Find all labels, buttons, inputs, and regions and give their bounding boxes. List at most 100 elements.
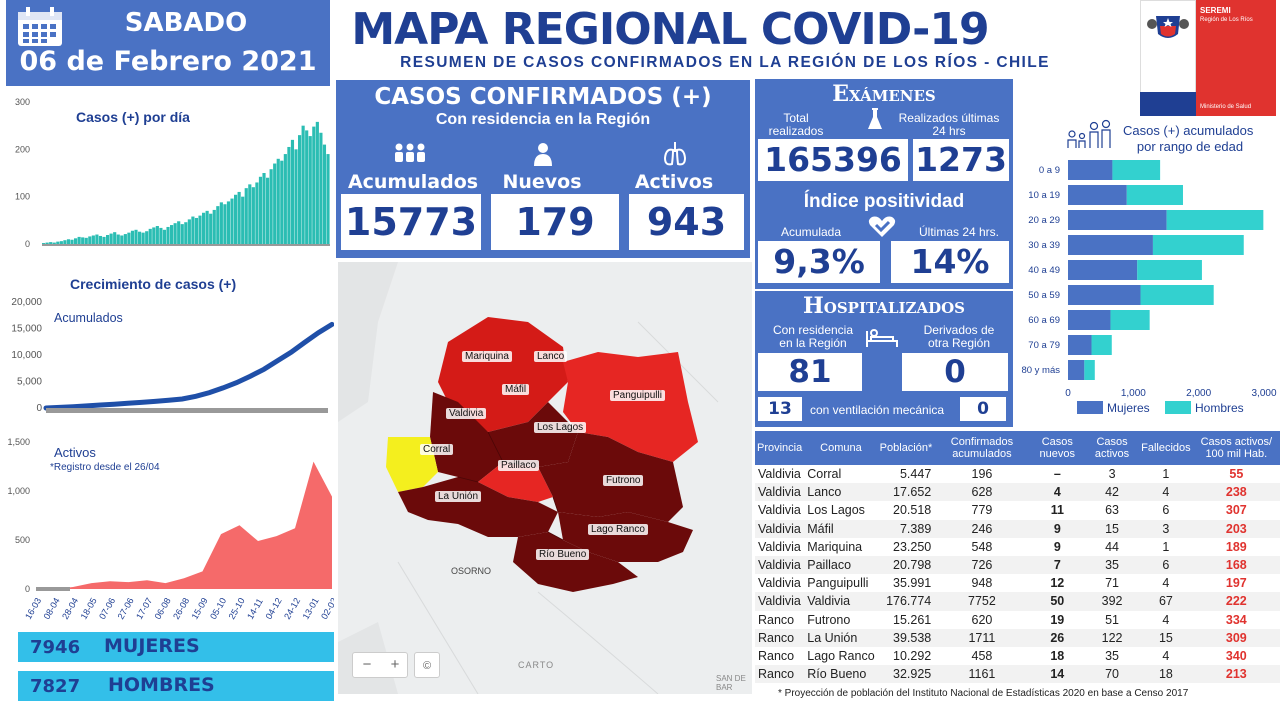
hospital-bed-icon [866,329,898,347]
exams-last-value: 1273 [913,139,1009,181]
active-cases-chart: Activos *Registro desde el 26/04 1,500 1,… [7,437,334,621]
table-cell: 246 [934,519,1030,538]
daily-bar [244,188,248,244]
table-cell: 71 [1105,576,1119,591]
women-bar: 7946 MUJERES [18,632,334,662]
active-xtick: 26-08 [171,596,191,621]
table-cell: 122 [1084,628,1140,647]
age-chart: Casos (+) acumulados por rango de edad 0… [1021,119,1277,415]
daily-bar [81,237,85,244]
table-cell: 222 [1192,592,1280,611]
daily-bar [166,226,170,244]
seremi-logo: SEREMI Región de Los Ríos Ministerio de … [1140,0,1276,116]
vent-value: 13 [758,397,802,421]
age-label: 50 a 59 [1028,290,1060,301]
table-cell: 10.292 [893,648,932,663]
map-label-paillaco: Paillaco [498,460,540,471]
table-cell: 23.250 [893,539,932,554]
table-cell: Lago Ranco [807,648,875,663]
active-baseline [36,587,70,591]
daily-bar [170,225,174,244]
daily-bar [312,126,316,244]
confirmed-title: CASOS CONFIRMADOS (+) [374,84,712,110]
table-cell: Ranco [758,648,795,663]
map-label-los-lagos: Los Lagos [534,422,587,433]
active-xtick: 27-06 [116,596,136,621]
table-header-cell: Población* [877,431,935,465]
table-cell: 168 [1192,555,1280,575]
daily-bar [322,144,327,244]
positivity-acum-label: Acumulada [780,225,842,239]
daily-bar [134,229,138,244]
active-xtick: 05-10 [208,596,228,621]
table-cell: 238 [1192,483,1280,502]
table-cell: Valdivia [755,519,805,538]
daily-bar [109,233,113,244]
table-cell: 203 [1192,519,1280,538]
table-cell: Valdivia [758,576,801,591]
table-cell: 6 [1139,555,1193,575]
table-row: Valdivia Lanco 17.652 628 4 42 4 238 [755,483,1280,502]
table-cell: 18 [1050,648,1065,663]
exams-title: Exámenes [832,81,936,107]
table-cell: Ranco [758,612,795,627]
growth-ytick: 5,000 [17,377,42,388]
daily-bar [130,230,135,244]
table-cell: – [1053,467,1061,482]
growth-line [43,321,334,411]
table-cell: 17.652 [877,483,935,502]
table-row: Ranco Río Bueno 32.925 1161 14 70 18 213 [755,665,1280,684]
daily-bar [248,184,252,244]
daily-ytick: 100 [15,192,30,202]
positivity-acum-value: 9,3% [758,241,880,283]
date-box: SABADO 06 de Febrero 2021 [6,0,330,86]
map-label-la-union: La Unión [435,491,482,502]
age-label: 30 a 39 [1028,240,1060,251]
age-bar-hombres [1152,235,1244,255]
table-cell: 63 [1105,503,1119,518]
age-bar-hombres [1110,310,1150,330]
daily-bar [152,227,156,244]
logo-region: Región de Los Ríos [1200,17,1253,23]
daily-bar [276,158,280,244]
growth-chart-title: Crecimiento de casos (+) [70,276,236,292]
table-header-cell: Casos nuevos [1029,431,1085,465]
daily-bar [84,237,88,244]
daily-bar [187,219,191,244]
region-map[interactable]: Mariquina Lanco Máfil Panguipulli Valdiv… [338,262,752,694]
region-map-svg [338,262,752,694]
table-row: Valdivia Los Lagos 20.518 779 11 63 6 307 [755,501,1280,519]
table-row: Valdivia Máfil 7.389 246 9 15 3 203 [755,519,1280,538]
zoom-out-button[interactable]: − [362,656,372,673]
daily-ytick: 200 [15,144,30,154]
daily-bar [155,226,159,244]
table-cell: Los Lagos [807,503,865,518]
zoom-in-button[interactable]: + [390,656,400,673]
map-info-button[interactable]: © [414,652,440,678]
daily-bar [173,223,177,244]
table-cell: 39.538 [877,628,935,647]
daily-cases-chart: Casos (+) por día 300 200 100 0 [15,97,330,249]
exams-total-label-1: Total [783,111,809,125]
table-row: Ranco Lago Ranco 10.292 458 18 35 4 340 [755,647,1280,665]
map-label-corral: Corral [420,444,454,455]
table-cell: 196 [971,467,993,482]
table-cell: 6 [1162,503,1170,518]
table-cell: 15 [1139,628,1193,647]
table-row: Valdivia Mariquina 23.250 548 9 44 1 189 [755,538,1280,556]
daily-bar [241,196,245,244]
table-cell: Máfil [804,519,878,538]
daily-bar [326,154,330,244]
table-cell: 35 [1105,648,1119,663]
table-row: Valdivia Valdivia 176.774 7752 50 392 67 222 [755,592,1280,611]
active-xtick: 06-08 [153,596,173,621]
active-xtick: 07-06 [97,596,117,621]
daily-bar [255,182,259,244]
daily-bar [209,213,213,244]
table-cell: 4 [1162,576,1170,591]
confirmed-subtitle: Con residencia en la Región [435,111,651,128]
table-cell: 11 [1050,503,1064,518]
table-cell: Mariquina [807,539,863,554]
daily-bar [138,231,142,244]
age-bar-hombres [1137,260,1202,280]
